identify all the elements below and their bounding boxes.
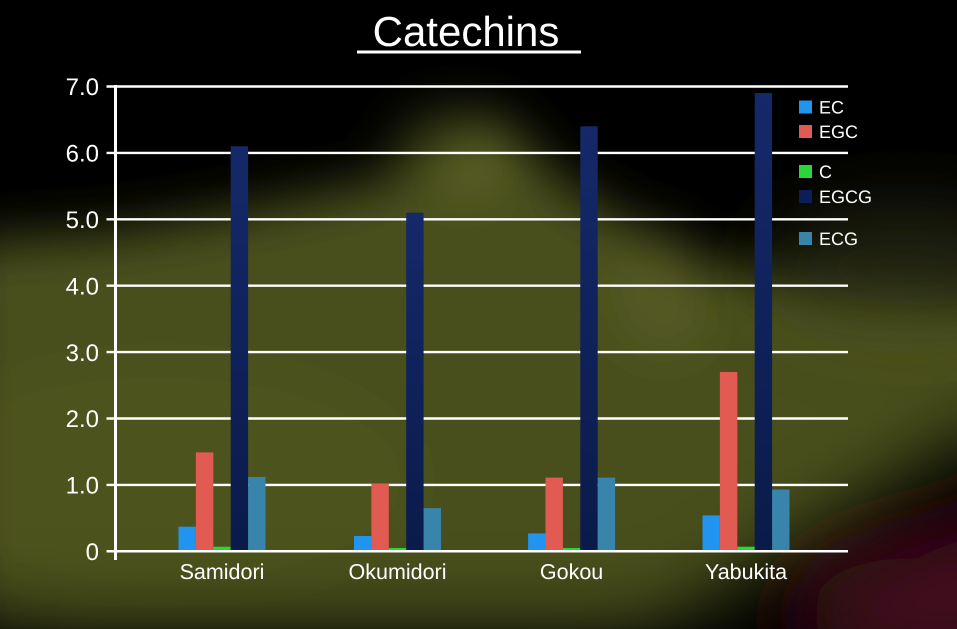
svg-text:2.0: 2.0 — [66, 406, 99, 433]
svg-text:EGC: EGC — [819, 122, 858, 142]
svg-text:Yabukita: Yabukita — [705, 560, 787, 584]
svg-text:1.0: 1.0 — [66, 473, 99, 500]
svg-text:Samidori: Samidori — [180, 560, 265, 584]
svg-text:7.0: 7.0 — [66, 74, 99, 101]
svg-text:3.0: 3.0 — [66, 340, 99, 367]
svg-text:6.0: 6.0 — [66, 141, 99, 168]
svg-text:EC: EC — [819, 98, 844, 118]
svg-text:0: 0 — [86, 539, 99, 566]
svg-text:Gokou: Gokou — [540, 560, 603, 584]
svg-text:EGCG: EGCG — [819, 187, 872, 207]
svg-text:4.0: 4.0 — [66, 273, 99, 300]
svg-text:Catechins: Catechins — [373, 8, 560, 55]
svg-text:C: C — [819, 162, 832, 182]
svg-text:Okumidori: Okumidori — [349, 560, 447, 584]
svg-text:ECG: ECG — [819, 229, 858, 249]
svg-text:5.0: 5.0 — [66, 207, 99, 234]
